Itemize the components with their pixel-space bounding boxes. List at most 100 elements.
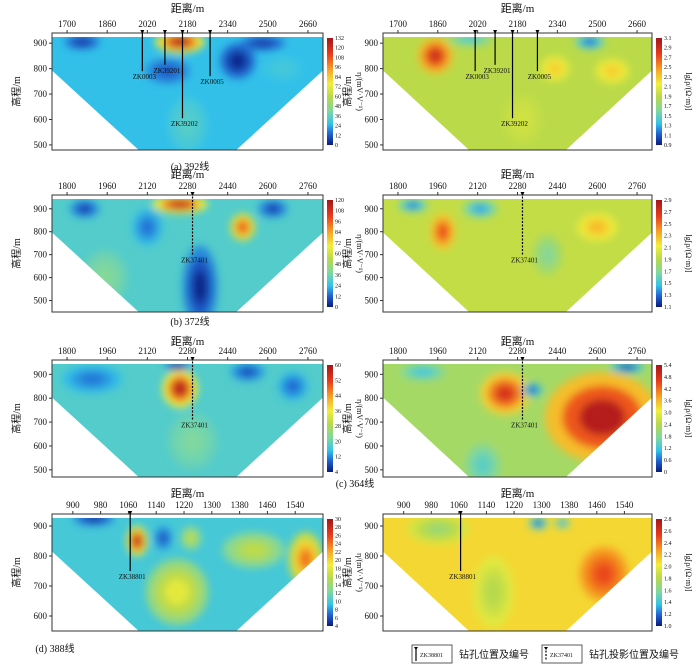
colorbar-tick-label: 2.3	[664, 234, 672, 240]
borehole-marker-icon	[140, 30, 145, 34]
colorbar-tick-label: 2.7	[664, 210, 672, 216]
colorbar-tick-label: 20	[335, 439, 341, 445]
colorbar-tick-label: 1.2	[664, 446, 672, 452]
colorbar-tick-label: 48	[335, 104, 341, 110]
borehole-marker-icon	[544, 647, 548, 650]
colorbar-tick-label: 3.1	[664, 36, 672, 42]
y-axis-title: 高程/m	[10, 557, 23, 588]
y-tick-label: 800	[365, 393, 379, 403]
x-tick-label: 2600	[259, 181, 278, 191]
borehole-marker-icon	[458, 511, 463, 515]
contour-field	[52, 364, 323, 477]
anomaly-contour	[158, 66, 177, 77]
borehole-label: ZK38801	[119, 573, 146, 581]
y-tick-label: 600	[34, 273, 48, 283]
colorbar-tick-label: 44	[335, 394, 341, 400]
colorbar-tick-label: 2.4	[664, 541, 672, 547]
section-panel-392-rho: 1700 1860 2020 2180 2340 2500 2660 900 800 700 600…	[341, 1, 693, 151]
x-tick-label: 2440	[548, 346, 567, 356]
borehole: ZK38801	[449, 511, 477, 581]
y-tick-label: 800	[34, 393, 48, 403]
x-tick-label: 1380	[231, 500, 250, 510]
anomaly-contour	[274, 63, 291, 74]
anomaly-contour	[473, 205, 488, 213]
borehole-label: ZK37401	[181, 257, 208, 265]
colorbar	[656, 200, 662, 307]
colorbar-tick-label: 24	[335, 124, 341, 130]
anomaly-contour	[428, 48, 443, 64]
colorbar-tick-label: 1.9	[664, 94, 672, 100]
section-panel-372-eta: 1800 1960 2120 2280 2440 2600 2760900800700600…	[10, 167, 364, 313]
colorbar-tick-label: 96	[335, 65, 341, 71]
borehole-marker-icon	[520, 192, 525, 196]
x-tick-label: 2120	[138, 346, 157, 356]
colorbar-tick-label: 1.3	[664, 124, 672, 130]
x-tick-label: 2120	[469, 181, 488, 191]
colorbar-tick-label: 48	[335, 262, 341, 268]
y-tick-label: 900	[365, 38, 379, 48]
colorbar-tick-label: 12	[335, 591, 341, 597]
x-axis-title: 距离/m	[501, 486, 535, 500]
colorbar-tick-label: 2.1	[664, 85, 672, 91]
anomaly-contour	[541, 246, 554, 263]
x-tick-label: 1860	[98, 19, 117, 29]
colorbar-tick-label: 2.0	[664, 565, 672, 571]
contour-field	[383, 199, 652, 312]
y-tick-label: 900	[34, 38, 48, 48]
colorbar-tick-label: 14	[335, 583, 341, 589]
borehole-marker-icon	[414, 647, 418, 650]
y-axis-title: 高程/m	[10, 76, 23, 107]
anomaly-contour	[78, 205, 91, 213]
borehole: ZK0005	[200, 30, 224, 86]
anomaly-contour	[558, 520, 566, 526]
x-tick-label: 2120	[469, 346, 488, 356]
colorbar-title: η/(mV·V⁻¹)	[355, 72, 364, 111]
x-tick-label: 2180	[179, 19, 198, 29]
borehole: ZK0003	[465, 30, 489, 81]
x-axis-title: 距离/m	[171, 167, 205, 181]
x-tick-label: 980	[425, 500, 439, 510]
colorbar-tick-label: 1.3	[664, 293, 672, 299]
colorbar-tick-label: 4.2	[664, 387, 672, 393]
x-tick-label: 1800	[58, 181, 77, 191]
x-tick-label: 2500	[259, 19, 278, 29]
colorbar-tick-label: 1.7	[664, 104, 672, 110]
anomaly-contour	[406, 202, 419, 209]
x-tick-label: 1460	[588, 500, 607, 510]
projected-borehole: ZK37401	[181, 192, 208, 265]
legend-sample-id: ZK37401	[550, 653, 573, 659]
projected-borehole: ZK37401	[511, 357, 538, 430]
x-tick-label: 1540	[615, 500, 634, 510]
legend-label: 钻孔位置及编号	[459, 648, 529, 661]
colorbar-tick-label: 4.8	[664, 375, 672, 381]
contour-field	[52, 518, 323, 631]
colorbar	[656, 365, 662, 472]
borehole-marker-icon	[510, 30, 515, 34]
colorbar-tick-label: 1.1	[664, 305, 672, 311]
x-tick-label: 2020	[469, 19, 488, 29]
colorbar-tick-label: 1.8	[664, 434, 672, 440]
colorbar-tick-label: 1.2	[664, 612, 672, 618]
anomaly-contour	[286, 380, 299, 392]
anomaly-contour	[172, 364, 183, 368]
y-tick-label: 700	[34, 417, 48, 427]
colorbar-tick-label: 1.1	[664, 133, 672, 139]
colorbar-tick-label: 5.4	[664, 363, 672, 369]
x-tick-label: 1140	[478, 500, 496, 510]
anomaly-contour	[182, 429, 203, 453]
contour-field	[383, 518, 652, 631]
section-caption: (c) 364线	[336, 477, 375, 490]
colorbar-tick-label: 52	[335, 378, 341, 384]
section-panel-392-eta: 1700 1860 2020 2180 2340 2500 2660900800700600…	[10, 1, 364, 151]
colorbar-tick-label: 1.6	[664, 588, 672, 594]
anomaly-contour	[141, 219, 154, 235]
section-caption: (a) 392线	[171, 160, 210, 173]
colorbar-tick-label: 2.9	[664, 198, 672, 204]
x-axis-title: 距离/m	[171, 334, 205, 348]
anomaly-contour	[75, 38, 90, 45]
y-tick-label: 700	[365, 417, 379, 427]
y-tick-label: 600	[365, 273, 379, 283]
x-tick-label: 900	[397, 500, 411, 510]
x-tick-label: 2600	[588, 346, 607, 356]
